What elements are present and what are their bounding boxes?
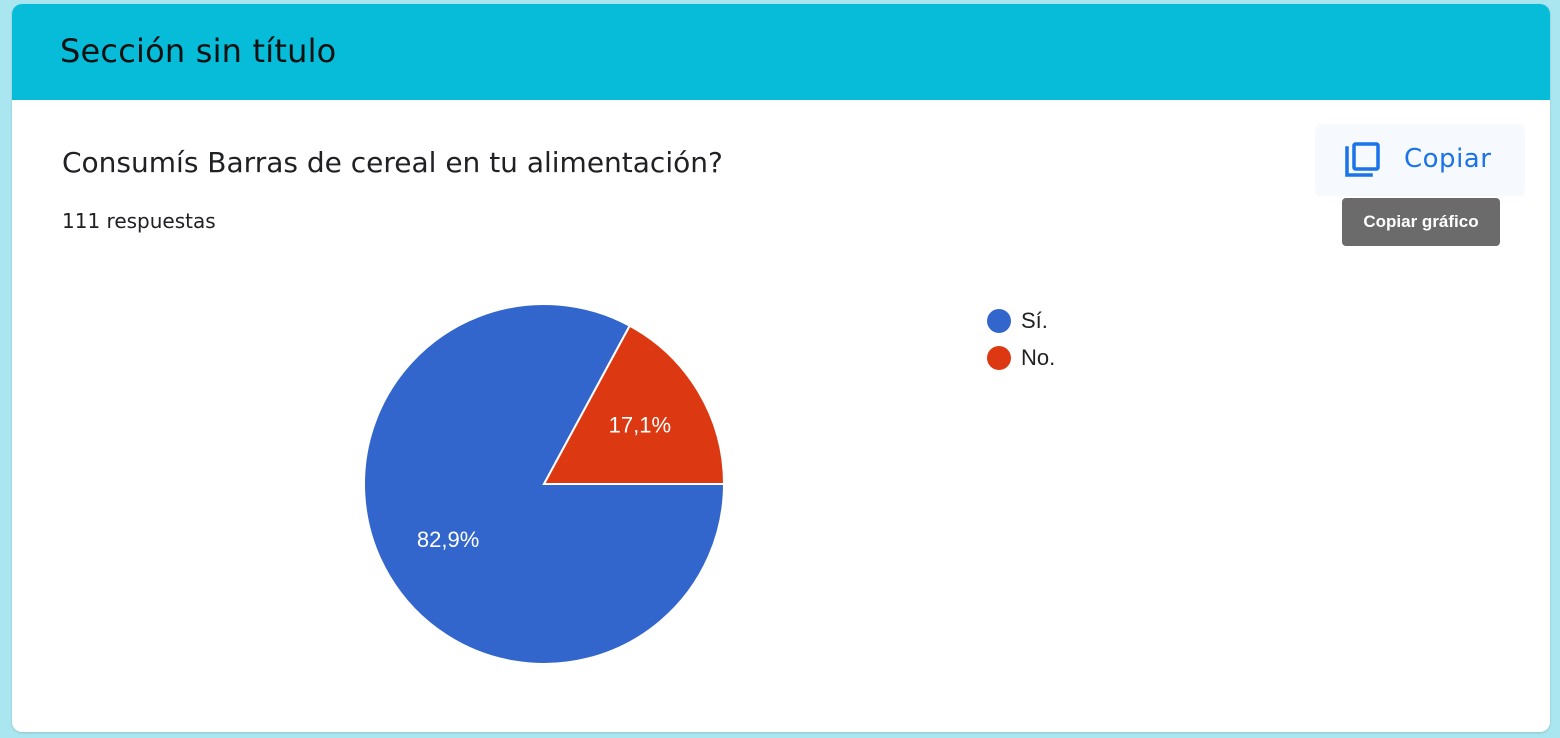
copy-chart-button[interactable]: Copiar — [1315, 124, 1525, 196]
legend-item-si[interactable]: Sí. — [987, 302, 1055, 339]
legend-item-no[interactable]: No. — [987, 339, 1055, 376]
chart-legend: Sí. No. — [987, 302, 1055, 376]
section-title: Sección sin título — [60, 32, 337, 70]
section-header: Sección sin título — [12, 4, 1550, 100]
copy-chart-tooltip: Copiar gráfico — [1342, 198, 1500, 246]
pie-slice-si[interactable] — [363, 303, 726, 665]
pie-chart: 82,9% 17,1% — [363, 303, 726, 665]
legend-label-si: Sí. — [1021, 307, 1048, 333]
copy-button-label: Copiar — [1404, 144, 1492, 174]
legend-swatch-si — [987, 308, 1011, 333]
legend-label-no: No. — [1021, 344, 1056, 370]
summary-card: Sección sin título Consumís Barras de ce… — [12, 4, 1550, 732]
pie-slice-no[interactable] — [542, 324, 726, 485]
legend-swatch-no — [987, 345, 1011, 370]
copy-icon — [1345, 142, 1380, 177]
pie-label-si: 82,9% — [417, 527, 479, 552]
response-count: 111 respuestas — [62, 209, 216, 233]
pie-label-no: 17,1% — [609, 413, 671, 438]
question-title: Consumís Barras de cereal en tu alimenta… — [62, 146, 723, 179]
